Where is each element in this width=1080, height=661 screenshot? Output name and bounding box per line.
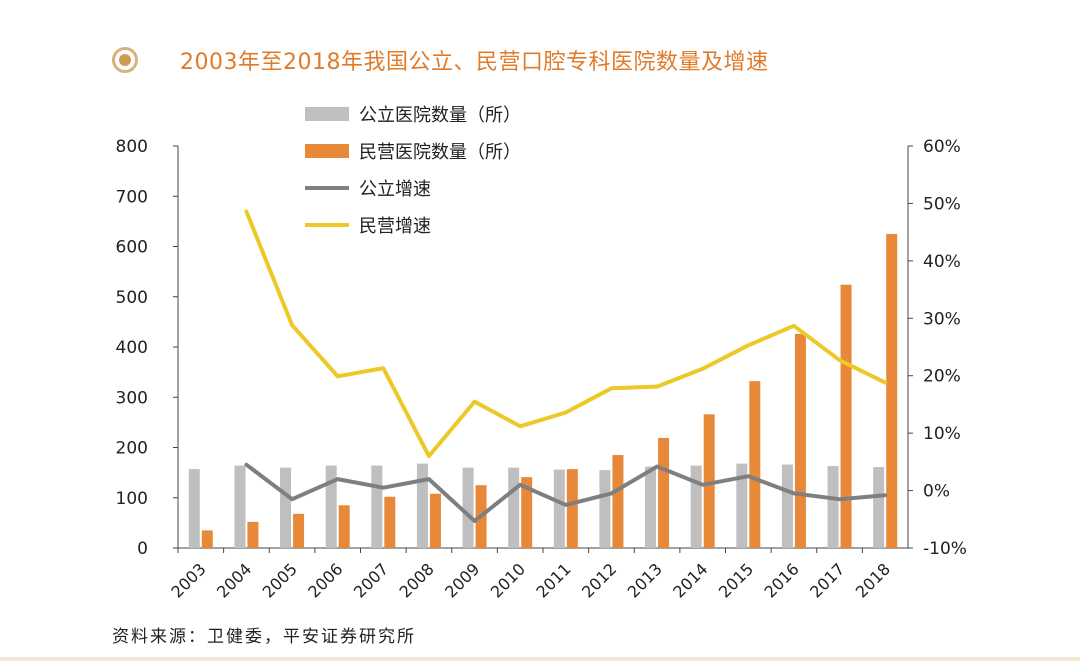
- left-tick-label: 700: [116, 187, 148, 207]
- private-bar: [794, 333, 806, 548]
- x-tick-label: 2011: [532, 559, 574, 601]
- right-tick-label: 50%: [923, 194, 961, 214]
- public-bar: [690, 465, 702, 548]
- public-bar: [645, 466, 657, 548]
- lines: [244, 209, 888, 523]
- x-tick-label: 2004: [213, 559, 255, 601]
- right-tick-label: 40%: [923, 252, 961, 272]
- private-bar: [612, 455, 624, 548]
- private-bar: [703, 414, 715, 548]
- axes: 0 100 200 300 400 500 600 700 800 -10% 0% 10% 20% 30%…: [116, 137, 967, 602]
- right-tick-label: 10%: [923, 424, 961, 444]
- public-growth-line: [244, 462, 888, 523]
- x-tick-label: 2003: [167, 559, 209, 601]
- left-tick-label: 300: [116, 388, 148, 408]
- public-bar: [781, 464, 793, 548]
- private-bar: [384, 496, 396, 548]
- left-tick-label: 600: [116, 238, 148, 258]
- public-bar: [188, 469, 200, 548]
- x-tick-label: 2018: [852, 559, 894, 601]
- left-tick-label: 800: [116, 137, 148, 157]
- private-bar: [338, 505, 350, 548]
- right-tick-label: 60%: [923, 137, 961, 157]
- x-tick-label: 2013: [624, 559, 666, 601]
- legend-public-growth-label: 公立增速: [359, 179, 431, 200]
- x-tick-label: 2012: [578, 559, 620, 601]
- x-tick-label: 2016: [761, 559, 803, 601]
- private-bar: [749, 381, 761, 548]
- private-bar: [566, 469, 578, 548]
- right-tick-label: 0%: [923, 482, 950, 502]
- left-tick-label: 500: [116, 288, 148, 308]
- bottom-rule: [0, 657, 1080, 661]
- public-bar: [827, 466, 839, 548]
- public-bar: [416, 463, 428, 548]
- x-tick-label: 2014: [669, 559, 711, 601]
- private-bar: [201, 530, 213, 548]
- private-bar: [886, 233, 898, 548]
- private-bar: [521, 477, 533, 548]
- public-bar: [280, 467, 292, 548]
- x-tick-label: 2006: [304, 559, 346, 601]
- right-tick-label: 20%: [923, 367, 961, 387]
- legend-public-count-label: 公立医院数量（所）: [359, 105, 521, 126]
- x-tick-label: 2008: [396, 559, 438, 601]
- private-bar: [429, 493, 441, 548]
- legend-public-count-swatch: [305, 107, 349, 121]
- x-tick-label: 2007: [350, 559, 392, 601]
- legend-private-count-swatch: [305, 144, 349, 158]
- private-growth-line: [244, 209, 888, 459]
- chart-title: 2003年至2018年我国公立、民营口腔专科医院数量及增速: [180, 50, 769, 75]
- target-bullet-icon: [112, 47, 138, 73]
- x-tick-label: 2005: [259, 559, 301, 601]
- left-tick-label: 200: [116, 439, 148, 459]
- public-bar: [462, 467, 474, 548]
- public-bar: [371, 465, 383, 548]
- x-tick-label: 2010: [487, 559, 529, 601]
- private-bar: [293, 513, 305, 548]
- source-note: 资料来源：卫健委，平安证券研究所: [112, 627, 416, 647]
- bars: [188, 233, 898, 548]
- public-bar: [553, 469, 565, 548]
- legend-private-count-label: 民营医院数量（所）: [359, 142, 521, 163]
- left-tick-label: 100: [116, 489, 148, 509]
- x-tick-label: 2015: [715, 559, 757, 601]
- x-tick-label: 2009: [441, 559, 483, 601]
- left-tick-label: 0: [137, 539, 148, 559]
- private-bar: [247, 521, 259, 548]
- left-tick-label: 400: [116, 338, 148, 358]
- public-bar: [325, 465, 337, 548]
- title-row: 2003年至2018年我国公立、民营口腔专科医院数量及增速: [112, 40, 768, 80]
- x-tick-label: 2017: [806, 559, 848, 601]
- public-bar: [873, 467, 885, 548]
- right-tick-label: -10%: [923, 539, 967, 559]
- public-bar: [234, 465, 246, 548]
- public-bar: [599, 470, 611, 548]
- public-bar: [736, 463, 748, 548]
- private-bar: [658, 437, 670, 548]
- private-bar: [840, 284, 852, 548]
- public-bar: [508, 467, 520, 548]
- legend-private-growth-label: 民营增速: [359, 216, 431, 237]
- right-tick-label: 30%: [923, 309, 961, 329]
